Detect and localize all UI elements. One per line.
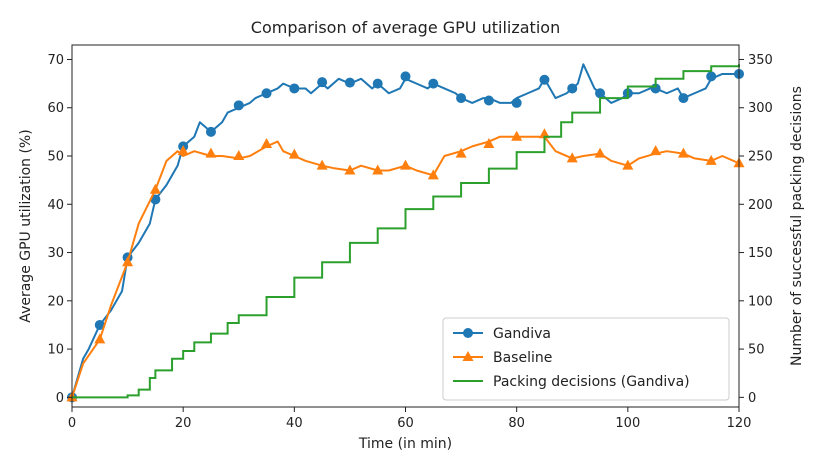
data-point: [94, 319, 105, 330]
y2-tick-label: 250: [748, 150, 773, 165]
y-tick-label: 60: [47, 101, 64, 116]
y-axis-label: Average GPU utilization (%): [18, 129, 34, 322]
data-point: [483, 95, 494, 106]
data-point: [677, 147, 689, 158]
data-point: [455, 147, 467, 158]
data-point: [205, 126, 216, 137]
x-tick-label: 20: [175, 416, 192, 431]
data-point: [177, 145, 189, 156]
y2-tick-label: 50: [748, 343, 765, 358]
y-tick-label: 20: [47, 294, 64, 309]
y2-tick-label: 350: [748, 53, 773, 68]
axes-layer: 0 20 40 60 80 100 120 0 10 20 30 40 50 60 70 0 50 100 150 2…: [47, 44, 773, 431]
data-point: [511, 130, 523, 141]
series-line-0: [71, 63, 739, 398]
legend-marker: [463, 328, 473, 338]
y-tick-label: 50: [47, 150, 64, 165]
y-tick-label: 40: [47, 198, 64, 213]
y-tick-label: 0: [56, 391, 64, 406]
data-point: [539, 74, 550, 85]
legend-box: [442, 317, 730, 401]
data-point: [483, 137, 495, 148]
data-point: [288, 148, 300, 159]
data-point: [706, 71, 717, 82]
y-tick-label: 70: [47, 53, 64, 68]
x-tick-label: 40: [286, 416, 303, 431]
data-point: [289, 83, 300, 94]
x-tick-label: 100: [615, 416, 640, 431]
data-point: [456, 93, 467, 104]
data-point: [705, 154, 717, 165]
data-point: [344, 77, 355, 88]
data-point: [205, 147, 217, 158]
data-point: [317, 77, 328, 88]
data-point: [261, 88, 272, 99]
y2-tick-label: 200: [748, 198, 773, 213]
y-tick-label: 30: [47, 246, 64, 261]
series-2: [72, 64, 740, 399]
y2-tick-label: 0: [748, 391, 756, 406]
x-tick-label: 80: [508, 416, 525, 431]
data-point: [595, 88, 606, 99]
series-line-2: [72, 64, 740, 399]
data-point: [233, 100, 244, 111]
data-point: [622, 159, 634, 170]
data-point: [567, 83, 578, 94]
x-tick-label: 0: [68, 416, 76, 431]
data-point: [261, 137, 273, 148]
x-axis-label: Time (in min): [358, 436, 452, 452]
data-point: [344, 164, 356, 175]
x-tick-label: 60: [397, 416, 414, 431]
chart-title: Comparison of average GPU utilization: [251, 18, 560, 37]
data-point: [511, 97, 522, 108]
data-point: [122, 256, 134, 267]
legend-label: Gandiva: [493, 326, 551, 342]
y2-tick-label: 100: [748, 294, 773, 309]
series-layer: [66, 63, 745, 403]
series-1: [66, 128, 745, 402]
legend-label: Packing decisions (Gandiva): [493, 374, 690, 390]
data-point: [400, 71, 411, 82]
data-point: [566, 152, 578, 163]
data-point: [400, 159, 411, 170]
x-tick-label: 120: [727, 416, 752, 431]
data-point: [94, 333, 106, 344]
legend: Gandiva Baseline Packing decisions (Gandiv…: [442, 317, 730, 401]
legend-marker: [462, 351, 474, 361]
data-point: [372, 78, 383, 89]
y2-tick-label: 150: [748, 246, 773, 261]
data-point: [149, 183, 161, 194]
data-point: [678, 93, 689, 104]
y2-tick-label: 300: [748, 101, 773, 116]
data-point: [372, 164, 384, 175]
data-point: [428, 78, 439, 89]
data-point: [427, 169, 439, 180]
y2-axis-label: Number of successful packing decisions: [789, 86, 805, 366]
data-point: [594, 147, 606, 158]
legend-label: Baseline: [493, 350, 552, 366]
data-point: [233, 150, 245, 161]
data-point: [650, 145, 662, 156]
y-tick-label: 10: [47, 343, 64, 358]
data-point: [316, 159, 328, 170]
